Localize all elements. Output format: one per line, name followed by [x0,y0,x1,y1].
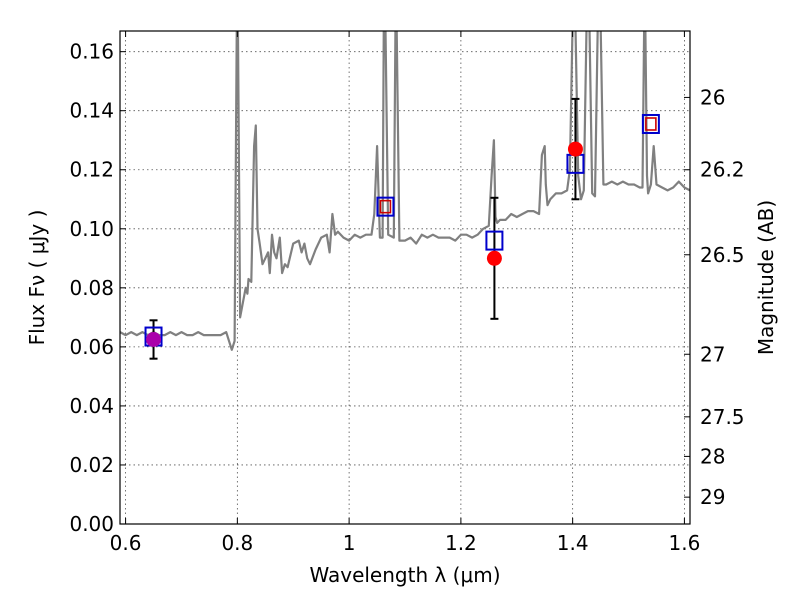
observation-point [486,250,502,266]
y-tick-label: 0.00 [69,512,114,536]
spectrum-line [120,31,690,351]
y-tick-label: 0.08 [69,276,114,300]
y-tick-label: 0.10 [69,217,114,241]
y-tick-label: 0.12 [69,158,114,182]
plot-area-frame [119,30,691,525]
y-axis-right-label: Magnitude (AB) [754,200,778,355]
model-point-square [641,113,660,134]
right-tick-label: 29 [700,485,725,509]
x-tick-label: 1 [343,531,356,555]
model-point-square [376,196,395,217]
observation-point [567,141,583,157]
x-tick-label: 1.6 [669,531,701,555]
grid-lines [120,31,690,525]
x-axis-label: Wavelength λ (μm) [309,563,500,587]
model-point-inner-square [645,117,657,131]
axis-ticks: 0.6 0.8 1 1.2 1.4 1.6 0.00 0.02 0.04 0.06 0.08 0.10… [69,31,745,555]
x-tick-label: 1.4 [557,531,589,555]
right-tick-label: 26.5 [700,243,745,267]
model-point-square [485,230,504,251]
right-tick-label: 27.5 [700,405,745,429]
model-point-inner-square [379,199,392,214]
y-tick-label: 0.04 [69,394,114,418]
right-tick-label: 26 [700,85,725,109]
data-points [144,97,660,360]
y-tick-label: 0.02 [69,453,114,477]
observation-point [146,331,162,347]
x-tick-label: 1.2 [445,531,477,555]
right-tick-label: 28 [700,444,725,468]
y-tick-label: 0.14 [69,99,114,123]
x-tick-label: 0.6 [110,531,142,555]
y-tick-label: 0.16 [69,40,114,64]
model-spectrum [120,31,690,351]
x-tick-label: 0.8 [221,531,253,555]
right-tick-label: 27 [700,342,725,366]
right-tick-label: 26.2 [700,158,745,182]
y-tick-label: 0.06 [69,335,114,359]
y-axis-label: Flux Fν ( μJy ) [25,210,49,346]
